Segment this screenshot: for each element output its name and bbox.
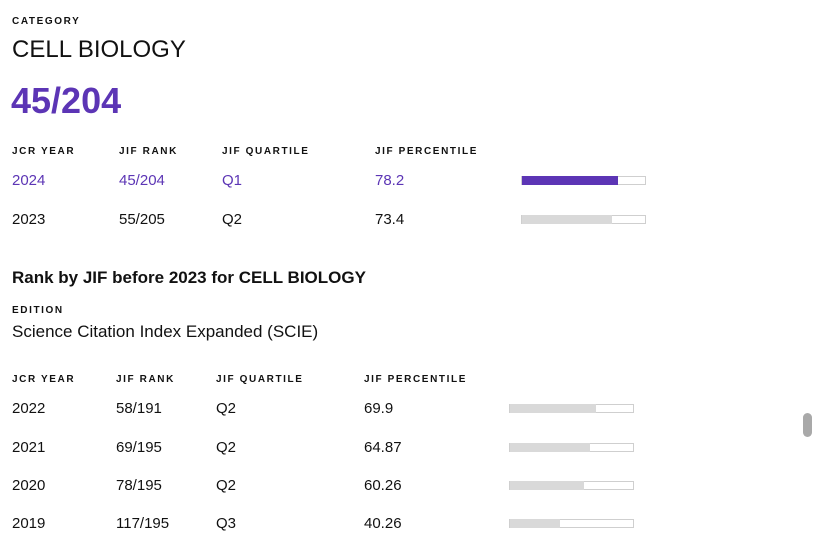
percentile-bar [509,519,634,528]
percentile-bar [509,404,634,413]
percentile-bar [509,481,634,490]
edition-label: EDITION [12,305,64,316]
col-header-jif-quartile: JIF QUARTILE [216,374,304,385]
jcr-year: 2024 [12,172,46,189]
edition-name: Science Citation Index Expanded (SCIE) [12,322,319,341]
col-header-jcr-year: JCR YEAR [12,146,76,157]
jif-rank: 58/191 [116,400,162,417]
percentile-bar-fill [510,404,596,413]
current-table-header: JCR YEAR JIF RANK JIF QUARTILE JIF PERCE… [0,146,780,170]
percentile-bar-fill [522,215,613,224]
col-header-jif-percentile: JIF PERCENTILE [375,146,478,157]
percentile-bar [521,176,646,185]
jif-quartile: Q3 [216,515,237,532]
table-row: 2021 69/195 Q2 64.87 [0,438,780,462]
historic-table-header: JCR YEAR JIF RANK JIF QUARTILE JIF PERCE… [0,374,780,398]
table-row: 2020 78/195 Q2 60.26 [0,476,780,500]
jif-quartile: Q1 [222,172,243,189]
historic-rank-title: Rank by JIF before 2023 for CELL BIOLOGY [12,268,366,287]
jif-percentile: 73.4 [375,211,405,228]
col-header-jif-quartile: JIF QUARTILE [222,146,310,157]
jif-quartile: Q2 [216,400,237,417]
percentile-bar-fill [510,443,590,452]
percentile-bar-fill [510,519,560,528]
jif-percentile: 69.9 [364,400,394,417]
jif-rank: 78/195 [116,477,162,494]
jif-quartile: Q2 [216,477,237,494]
jcr-year: 2023 [12,211,46,228]
table-row: 2023 55/205 Q2 73.4 [0,210,780,234]
jif-percentile: 64.87 [364,439,402,456]
jcr-year: 2022 [12,400,46,417]
jif-rank: 55/205 [119,211,165,228]
col-header-jif-rank: JIF RANK [116,374,175,385]
jif-rank: 45/204 [119,172,165,189]
percentile-bar-fill [510,481,585,490]
category-rank: 45/204 [11,80,122,121]
jcr-year: 2021 [12,439,46,456]
scrollbar-thumb[interactable] [803,413,812,437]
percentile-bar [509,443,634,452]
col-header-jif-percentile: JIF PERCENTILE [364,374,467,385]
jif-percentile: 78.2 [375,172,405,189]
jif-quartile: Q2 [222,211,243,228]
jif-rank: 117/195 [116,515,170,532]
col-header-jcr-year: JCR YEAR [12,374,76,385]
col-header-jif-rank: JIF RANK [119,146,178,157]
category-name: CELL BIOLOGY [12,36,186,63]
percentile-bar [521,215,646,224]
jcr-year: 2020 [12,477,46,494]
percentile-bar-fill [522,176,619,185]
jif-rank: 69/195 [116,439,162,456]
jif-percentile: 60.26 [364,477,402,494]
table-row: 2019 117/195 Q3 40.26 [0,514,780,538]
table-row: 2024 45/204 Q1 78.2 [0,171,780,195]
table-row: 2022 58/191 Q2 69.9 [0,399,780,423]
jif-quartile: Q2 [216,439,237,456]
category-label: CATEGORY [12,16,81,27]
jif-percentile: 40.26 [364,515,402,532]
jcr-year: 2019 [12,515,46,532]
